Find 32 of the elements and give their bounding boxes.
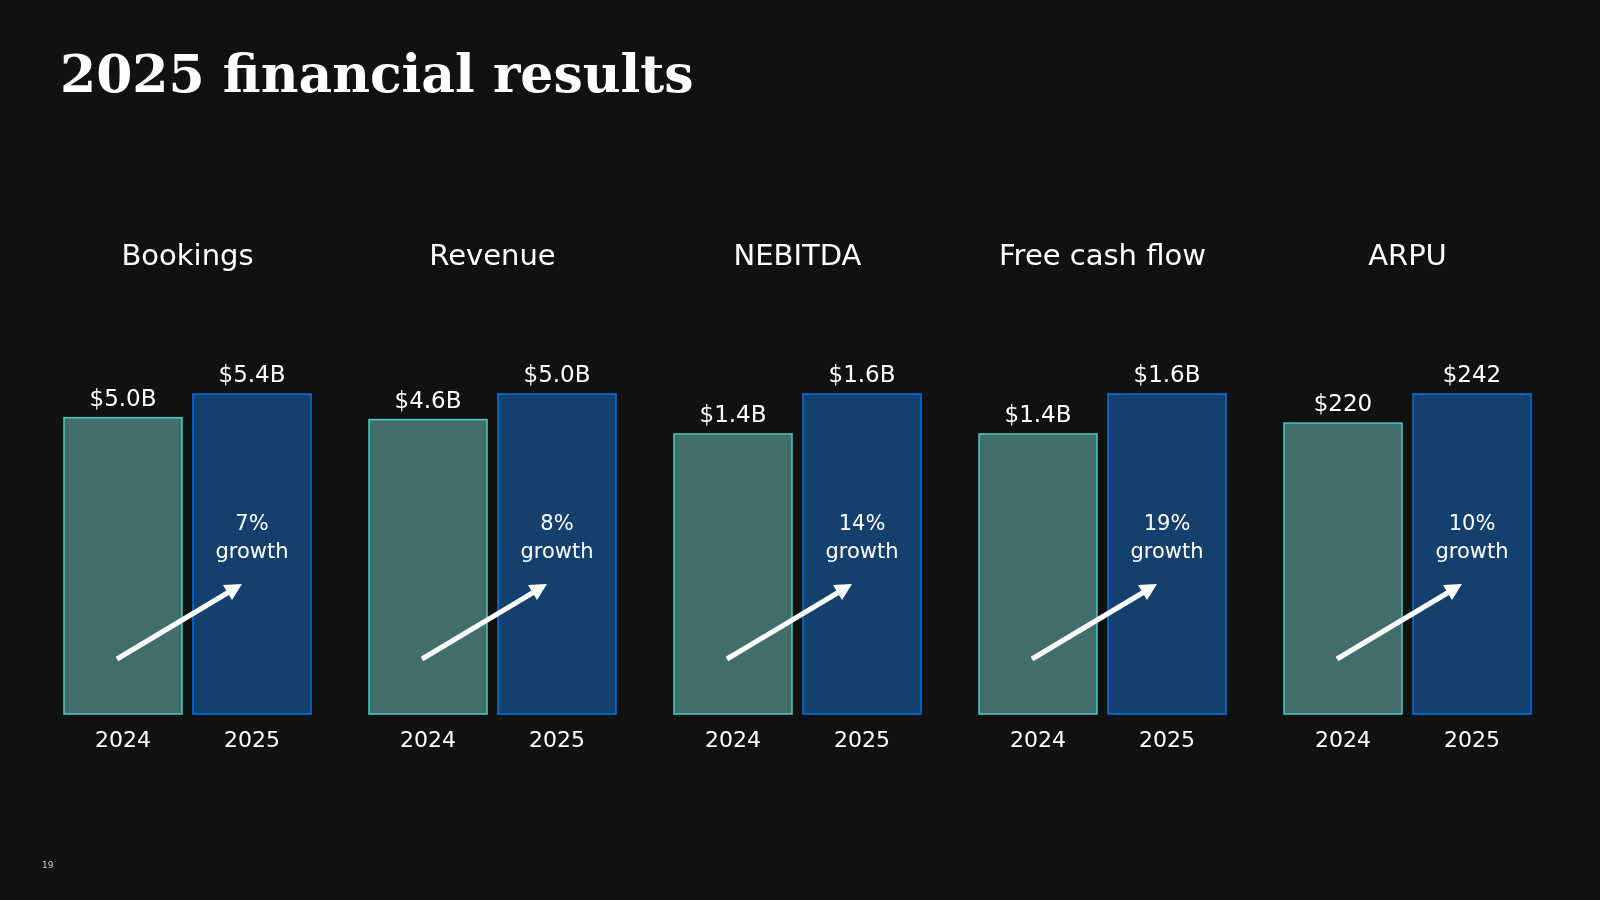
- data-label: $5.0B: [89, 384, 157, 411]
- annotation: 10% growth: [1435, 511, 1509, 563]
- annotation: 7% growth: [215, 511, 289, 563]
- data-label: $5.0B: [523, 361, 591, 387]
- x-tick-label: 2025: [224, 727, 280, 752]
- chart-title: NEBITDA: [733, 238, 862, 272]
- x-tick-label: 2025: [834, 727, 890, 752]
- x-tick-label: 2024: [1315, 727, 1371, 752]
- text: 19: [42, 860, 54, 870]
- data-label: $1.4B: [1004, 401, 1072, 427]
- chart-title: Free cash flow: [999, 238, 1206, 272]
- annotation: 8% growth: [520, 511, 594, 563]
- x-tick-label: 2025: [1444, 727, 1500, 752]
- data-label: $242: [1442, 361, 1502, 387]
- x-tick-label: 2024: [95, 727, 151, 752]
- chart-title: ARPU: [1368, 238, 1447, 272]
- data-label: $1.6B: [828, 361, 896, 387]
- x-tick-label: 2025: [1139, 727, 1195, 752]
- chart-title: Revenue: [429, 238, 556, 272]
- chart-title: Bookings: [121, 238, 254, 272]
- data-label: $5.4B: [218, 361, 286, 387]
- text: 2025 financial results: [60, 43, 694, 104]
- data-label: $1.4B: [699, 401, 767, 427]
- data-label: $220: [1313, 390, 1373, 417]
- x-tick-label: 2024: [705, 727, 761, 752]
- x-tick-label: 2024: [1010, 727, 1066, 752]
- x-tick-label: 2024: [400, 727, 456, 752]
- x-tick-label: 2025: [529, 727, 585, 752]
- data-label: $4.6B: [394, 386, 462, 413]
- data-label: $1.6B: [1133, 361, 1201, 387]
- annotation: 19% growth: [1130, 511, 1204, 563]
- annotation: 14% growth: [825, 511, 899, 563]
